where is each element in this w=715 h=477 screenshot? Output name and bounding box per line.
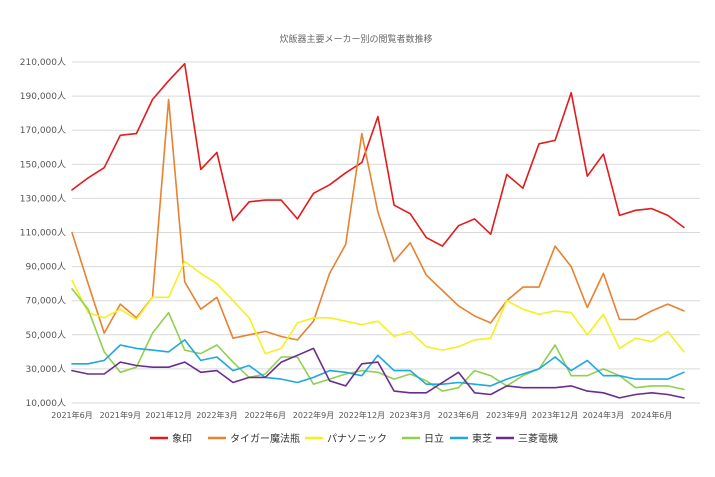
series-line-0 (71, 62, 685, 247)
series-line-1 (71, 98, 685, 341)
x-tick-label: 2023年9月 (486, 410, 527, 420)
x-tick-label: 2022年3月 (196, 410, 237, 420)
legend-label: 象印 (172, 433, 192, 445)
y-tick-label: 50,000人 (26, 330, 67, 341)
x-tick-label: 2022年12月 (339, 410, 386, 420)
y-tick-label: 70,000人 (26, 296, 67, 307)
legend-label: 東芝 (472, 432, 492, 445)
y-axis-ticks: 10,000人 30,000人 50,000人 70,000人 90,000人 110,0… (20, 57, 66, 409)
x-tick-label: 2023年12月 (532, 410, 579, 420)
y-tick-label: 170,000人 (20, 125, 66, 136)
y-tick-label: 130,000人 (20, 193, 66, 204)
legend-label: 三菱電機 (518, 432, 558, 445)
x-tick-label: 2024年3月 (583, 410, 624, 420)
y-tick-label: 210,000人 (20, 57, 66, 68)
x-tick-label: 2021年9月 (100, 410, 141, 420)
x-tick-label: 2023年3月 (389, 410, 430, 420)
x-axis-ticks: 2021年6月 2021年9月 2021年12月 2022年3月 2022年6月 2022… (51, 410, 672, 420)
y-tick-label: 30,000人 (26, 364, 67, 375)
series-line-2 (71, 260, 685, 355)
legend-label: タイガー魔法瓶 (230, 432, 300, 445)
x-tick-label: 2023年6月 (438, 410, 479, 420)
x-tick-label: 2021年6月 (51, 410, 92, 420)
chart-title: 炊飯器主要メーカー別の閲覧者数推移 (279, 33, 432, 45)
legend: 象印 タイガー魔法瓶 パナソニック 日立 東芝 三菱電機 (150, 432, 558, 445)
legend-label: パナソニック (327, 433, 387, 445)
x-tick-label: 2022年9月 (293, 410, 334, 420)
series-line-4 (71, 339, 685, 387)
y-tick-label: 10,000人 (26, 398, 67, 409)
y-tick-label: 90,000人 (26, 262, 67, 273)
y-tick-label: 150,000人 (20, 159, 66, 170)
y-tick-label: 190,000人 (20, 91, 66, 102)
series-lines (71, 62, 685, 399)
x-tick-label: 2024年6月 (631, 410, 672, 420)
y-tick-label: 110,000人 (20, 228, 66, 239)
x-tick-label: 2021年12月 (145, 410, 192, 420)
x-tick-label: 2022年6月 (245, 410, 286, 420)
series-line-5 (71, 347, 685, 399)
series-line-3 (71, 287, 685, 392)
legend-label: 日立 (424, 432, 444, 445)
